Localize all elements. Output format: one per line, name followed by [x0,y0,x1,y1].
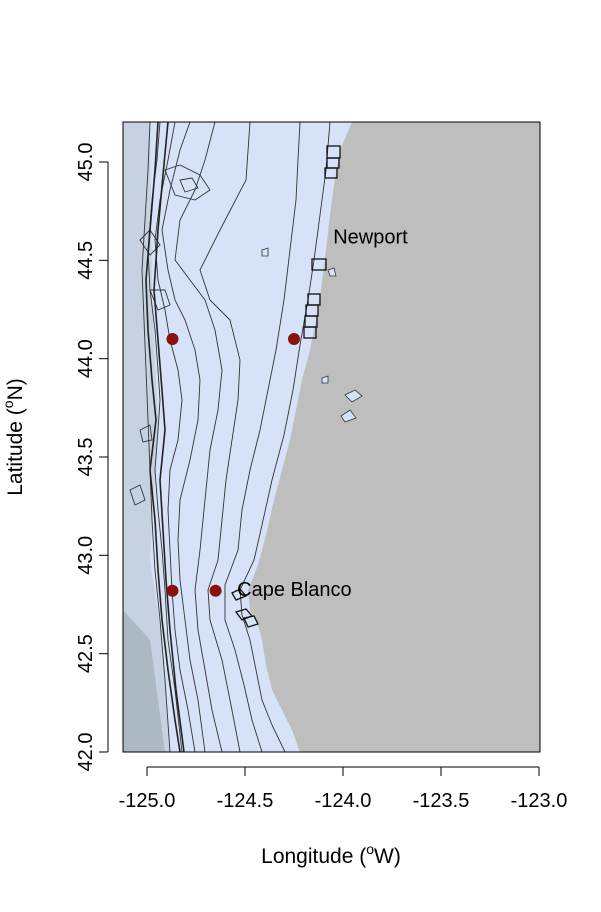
y-tick-label: 42.5 [75,634,97,673]
y-tick-label: 44.5 [75,241,97,280]
deep-water-shading [123,122,170,752]
y-tick-label: 44.0 [75,339,97,378]
y-tick-label: 45.0 [75,143,97,182]
station-dot [288,333,300,345]
place-label: Cape Blanco [237,579,352,601]
y-axis-title: Latitude (oN) [0,378,27,496]
study-area-boxes [231,145,341,628]
x-axis-title: Longitude (oW) [261,841,401,868]
y-tick-label: 43.5 [75,438,97,477]
y-tick-label: 42.0 [75,733,97,772]
y-axis: 42.0 42.5 43.0 43.5 44.0 44.5 45.0 [75,143,109,772]
map-area [123,122,540,752]
x-tick-label: -124.5 [217,790,274,812]
land-area [248,122,540,752]
station-dot [209,584,222,597]
place-labels: Newport Cape Blanco [237,227,408,601]
shelf-break-contours [145,122,185,752]
y-tick-label: 43.0 [75,536,97,575]
x-tick-label: -123.0 [511,790,568,812]
x-tick-label: -125.0 [119,790,176,812]
station-dot [166,584,179,597]
station-dot [166,333,179,345]
x-tick-label: -123.5 [413,790,470,812]
station-markers [166,333,300,597]
deep-water-shading-south [123,610,165,752]
place-label: Newport [333,227,408,249]
x-tick-label: -124.0 [315,790,372,812]
x-axis: -125.0 -124.5 -124.0 -123.5 -123.0 [119,766,568,812]
plot-frame [122,121,541,753]
inland-water [261,247,363,423]
